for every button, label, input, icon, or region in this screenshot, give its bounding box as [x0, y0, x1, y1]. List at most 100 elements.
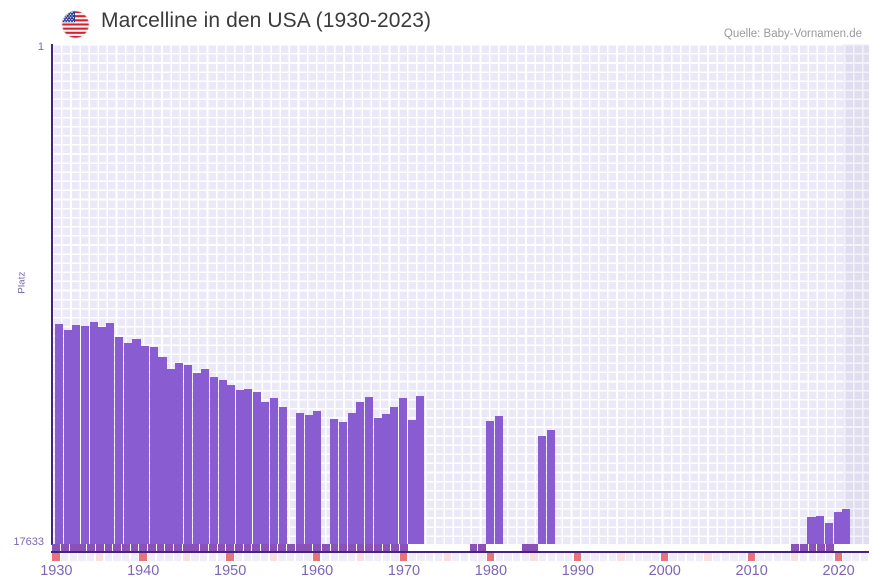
x-axis-tick-marker [278, 552, 286, 561]
x-axis-tick-marker [61, 552, 69, 561]
bar [149, 347, 158, 544]
bar [833, 512, 842, 544]
x-axis-tick-marker [669, 552, 677, 561]
x-axis-tick-block [121, 544, 130, 551]
x-axis-tick-marker [130, 552, 138, 561]
bar [227, 385, 236, 544]
x-axis-tick-marker [825, 552, 834, 561]
x-axis-tick-label: 1960 [300, 563, 334, 579]
x-axis-tick-block [278, 544, 287, 551]
bar [201, 369, 210, 544]
bar [167, 369, 176, 544]
x-axis: 1930 1940 1950 1960 1970 1980 1990 2000 2010 2020 [40, 544, 869, 587]
x-axis-tick-marker [843, 552, 851, 561]
x-axis-tick-marker [565, 552, 573, 561]
x-axis-tick-block [104, 544, 113, 551]
x-axis-tick-block [226, 544, 234, 551]
x-axis-tick-block [330, 544, 339, 551]
x-axis-tick-marker [321, 552, 330, 561]
x-axis-tick-block [156, 544, 165, 551]
bar [72, 325, 81, 544]
x-axis-tick-marker [373, 552, 382, 561]
x-axis-tick-marker [469, 552, 477, 561]
bar [824, 523, 833, 544]
x-axis-tick-marker [347, 552, 356, 561]
x-axis-tick-marker [495, 552, 503, 561]
bar [816, 516, 825, 544]
bar [842, 509, 851, 544]
x-axis-tick-label: 1950 [214, 563, 247, 579]
x-axis-tick-marker [443, 552, 451, 561]
x-axis-tick-label: 1980 [474, 563, 508, 579]
plot-area [52, 44, 869, 544]
y-axis-line [51, 44, 53, 545]
x-axis-tick-block [339, 544, 347, 551]
bar [192, 373, 201, 544]
x-axis-tick-marker [200, 552, 208, 561]
bar [807, 517, 816, 544]
x-axis-tick-block [252, 544, 261, 551]
x-axis-tick-marker [617, 552, 625, 561]
x-axis-tick-block [304, 544, 313, 551]
x-axis-tick-marker [834, 552, 842, 561]
x-axis-tick-marker [417, 552, 425, 561]
x-axis-tick-marker [426, 552, 434, 561]
x-axis-tick-marker [217, 552, 225, 561]
x-axis-tick-block [478, 544, 487, 551]
bar [115, 337, 124, 544]
x-axis-tick-label: 2000 [648, 563, 681, 579]
x-axis-tick-block [165, 544, 174, 551]
x-axis-tick-marker [556, 552, 564, 561]
x-axis-tick-marker [765, 552, 773, 561]
x-axis-tick-marker [382, 552, 390, 561]
x-axis-tick-marker [852, 552, 860, 561]
x-axis-tick-marker [773, 552, 782, 561]
bar [278, 407, 287, 544]
chart-header: Marcelline in den USA (1930-2023) Quelle… [0, 0, 873, 44]
y-axis-tick-label-bottom: 17633 [13, 536, 44, 548]
x-axis-tick-marker [139, 552, 147, 561]
x-axis-tick-markers [52, 552, 869, 561]
x-axis-tick-block [148, 544, 156, 551]
bar [89, 322, 98, 544]
bar [63, 330, 72, 544]
x-axis-tick-marker [695, 552, 703, 561]
bar [356, 402, 365, 544]
x-axis-tick-marker [582, 552, 590, 561]
x-axis-tick-marker [226, 552, 234, 561]
page-title: Marcelline in den USA (1930-2023) [101, 9, 432, 32]
x-axis-tick-block [365, 544, 374, 551]
x-axis-tick-blocks [52, 544, 869, 551]
x-axis-tick-marker [52, 552, 60, 561]
x-axis-tick-block [825, 544, 834, 551]
x-axis-tick-marker [113, 552, 121, 561]
x-axis-tick-marker [165, 552, 173, 561]
x-axis-tick-marker [799, 552, 808, 561]
x-axis-tick-marker [686, 552, 695, 561]
x-axis-tick-marker [87, 552, 95, 561]
bar [312, 411, 321, 544]
x-axis-tick-marker [156, 552, 164, 561]
x-axis-tick-marker [148, 552, 156, 561]
x-axis-tick-marker [547, 552, 556, 561]
bar [218, 380, 227, 544]
x-axis-tick-block [260, 544, 269, 551]
bar [546, 430, 555, 544]
x-axis-tick-block [521, 544, 530, 551]
bar [209, 377, 218, 544]
bar [296, 413, 305, 544]
x-axis-tick-marker [121, 552, 130, 561]
x-axis-tick-marker [243, 552, 251, 561]
x-axis-tick-block [530, 544, 539, 551]
bar [407, 420, 416, 544]
x-axis-tick-marker [513, 552, 521, 561]
x-axis-tick-marker [295, 552, 304, 561]
x-axis-tick-block [191, 544, 200, 551]
x-axis-tick-marker [530, 552, 538, 561]
x-axis-tick-label: 1930 [40, 563, 73, 579]
x-axis-tick-marker [591, 552, 599, 561]
bar [106, 323, 115, 544]
x-axis-tick-marker [260, 552, 269, 561]
bar [494, 416, 503, 544]
x-axis-tick-block [217, 544, 226, 551]
